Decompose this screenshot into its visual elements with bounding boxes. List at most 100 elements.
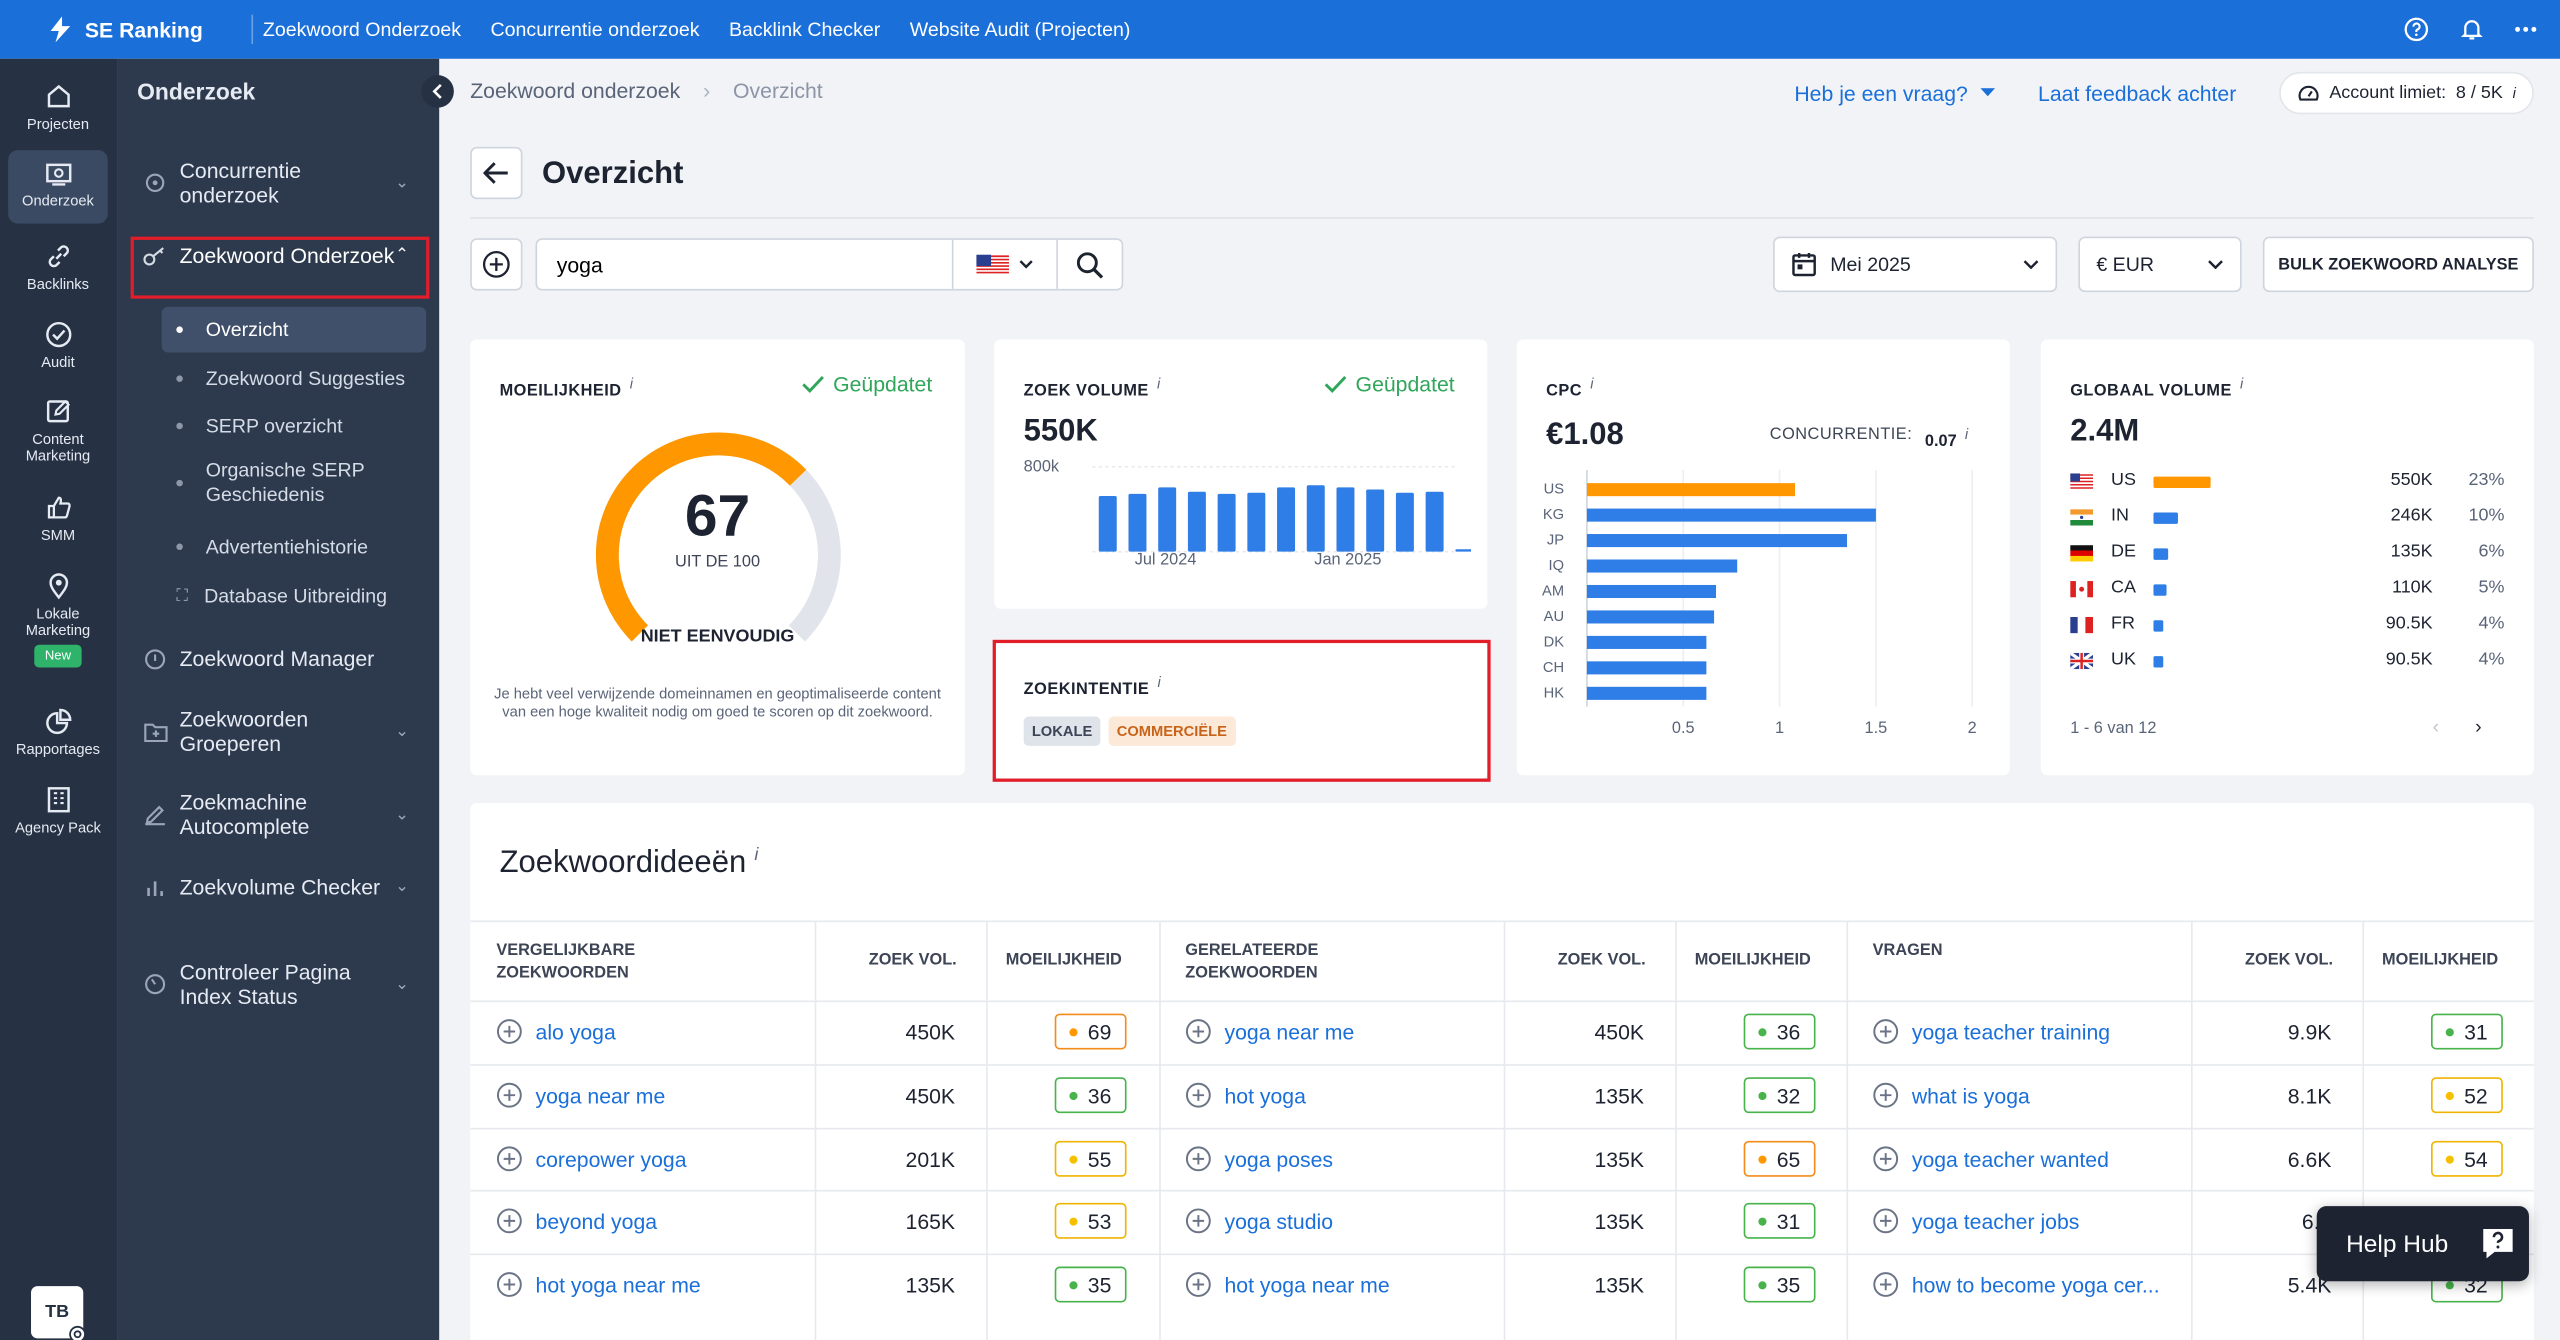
plus-circle-icon[interactable] bbox=[1185, 1018, 1211, 1044]
country-select[interactable] bbox=[951, 239, 1056, 289]
feedback-link[interactable]: Laat feedback achter bbox=[2038, 80, 2237, 106]
sidebar-item-zoekwoorden-groeperen[interactable]: Zoekwoorden Groeperen ⌄ bbox=[131, 707, 428, 756]
volume-bar[interactable] bbox=[1128, 493, 1147, 552]
plus-circle-icon[interactable] bbox=[1873, 1018, 1899, 1044]
cpc-bar[interactable] bbox=[1586, 584, 1717, 599]
rail-rapportages[interactable]: Rapportages bbox=[8, 707, 108, 766]
rail-backlinks[interactable]: Backlinks bbox=[8, 242, 108, 301]
brand-logo[interactable]: SE Ranking bbox=[0, 15, 251, 44]
info-icon[interactable]: i bbox=[1590, 375, 1595, 392]
more-icon[interactable] bbox=[2514, 26, 2537, 33]
rail-audit[interactable]: Audit bbox=[8, 320, 108, 379]
back-button[interactable] bbox=[470, 146, 523, 200]
help-hub-button[interactable]: Help Hub bbox=[2316, 1206, 2529, 1282]
sidebar-item-zoekwoord-manager[interactable]: Zoekwoord Manager bbox=[131, 646, 428, 671]
cpc-bar[interactable] bbox=[1586, 635, 1707, 649]
subnav-serp-overzicht[interactable]: SERP overzicht bbox=[162, 403, 426, 449]
keyword-link[interactable]: yoga studio bbox=[1185, 1208, 1333, 1234]
volume-bar[interactable] bbox=[1217, 493, 1236, 552]
plus-circle-icon[interactable] bbox=[1873, 1208, 1899, 1234]
keyword-link[interactable]: yoga teacher wanted bbox=[1873, 1146, 2109, 1172]
keyword-link[interactable]: yoga teacher training bbox=[1873, 1018, 2110, 1044]
cpc-bar[interactable] bbox=[1586, 661, 1707, 675]
volume-bar[interactable] bbox=[1455, 549, 1472, 552]
question-dropdown[interactable]: Heb je een vraag? bbox=[1794, 81, 1996, 105]
topnav-concurrentie-onderzoek[interactable]: Concurrentie onderzoek bbox=[490, 17, 700, 41]
rail-lokale-marketing[interactable]: Lokale Marketing New bbox=[8, 571, 108, 685]
keyword-link[interactable]: what is yoga bbox=[1873, 1082, 2030, 1108]
sidebar-item-concurrentie-onderzoek[interactable]: Concurrentie onderzoek ⌄ bbox=[131, 158, 428, 207]
subnav-advertentiehistorie[interactable]: Advertentiehistorie bbox=[162, 524, 426, 570]
volume-bar[interactable] bbox=[1306, 485, 1325, 552]
volume-bar[interactable] bbox=[1336, 487, 1355, 552]
volume-bar[interactable] bbox=[1425, 491, 1444, 552]
bell-icon[interactable] bbox=[2459, 16, 2485, 42]
info-icon[interactable]: i bbox=[2240, 375, 2244, 392]
user-avatar[interactable]: TB bbox=[31, 1286, 86, 1340]
date-select[interactable]: Mei 2025 bbox=[1773, 236, 2058, 293]
plus-circle-icon[interactable] bbox=[1185, 1146, 1211, 1172]
keyword-link[interactable]: yoga teacher jobs bbox=[1873, 1208, 2079, 1234]
sidebar-item-controleer-pagina-index-status[interactable]: Controleer Pagina Index Status ⌄ bbox=[131, 960, 428, 1009]
prev-page-icon[interactable]: ‹ bbox=[2432, 714, 2440, 738]
help-icon[interactable] bbox=[2403, 16, 2429, 42]
topnav-zoekwoord-onderzoek[interactable]: Zoekwoord Onderzoek bbox=[262, 17, 462, 41]
volume-bar[interactable] bbox=[1247, 492, 1266, 552]
subnav-database-uitbreiding[interactable]: ⛶ Database Uitbreiding bbox=[162, 573, 426, 619]
keyword-search-input[interactable] bbox=[537, 239, 952, 289]
keyword-link[interactable]: yoga near me bbox=[496, 1082, 665, 1108]
subnav-organische-serp-geschiedenis[interactable]: Organische SERP Geschiedenis bbox=[162, 450, 426, 515]
volume-bar[interactable] bbox=[1158, 487, 1177, 552]
rail-smm[interactable]: SMM bbox=[8, 493, 108, 552]
keyword-link[interactable]: how to become yoga cer... bbox=[1873, 1271, 2160, 1297]
plus-circle-icon[interactable] bbox=[1873, 1146, 1899, 1172]
plus-circle-icon[interactable] bbox=[496, 1018, 522, 1044]
rail-agency-pack[interactable]: Agency Pack bbox=[8, 785, 108, 863]
sidebar-item-zoekmachine-autocomplete[interactable]: Zoekmachine Autocomplete ⌄ bbox=[131, 790, 428, 839]
topnav-backlink-checker[interactable]: Backlink Checker bbox=[728, 17, 881, 41]
info-icon[interactable]: i bbox=[1157, 674, 1162, 691]
collapse-sidebar-button[interactable] bbox=[421, 75, 454, 108]
plus-circle-icon[interactable] bbox=[1873, 1271, 1899, 1297]
cpc-bar[interactable] bbox=[1586, 483, 1796, 497]
info-icon[interactable]: i bbox=[1156, 375, 1161, 392]
sidebar-item-zoekvolume-checker[interactable]: Zoekvolume Checker ⌄ bbox=[131, 875, 428, 899]
plus-circle-icon[interactable] bbox=[1185, 1271, 1211, 1297]
rail-projecten[interactable]: Projecten bbox=[8, 82, 108, 141]
volume-bar[interactable] bbox=[1366, 489, 1385, 552]
keyword-link[interactable]: beyond yoga bbox=[496, 1208, 657, 1234]
plus-circle-icon[interactable] bbox=[1185, 1208, 1211, 1234]
keyword-link[interactable]: hot yoga bbox=[1185, 1082, 1306, 1108]
volume-bar[interactable] bbox=[1277, 487, 1296, 552]
plus-circle-icon[interactable] bbox=[496, 1208, 522, 1234]
breadcrumb-parent[interactable]: Zoekwoord onderzoek bbox=[470, 78, 681, 103]
search-button[interactable] bbox=[1056, 239, 1121, 289]
volume-bar[interactable] bbox=[1395, 492, 1414, 552]
keyword-link[interactable]: corepower yoga bbox=[496, 1146, 687, 1172]
plus-circle-icon[interactable] bbox=[1185, 1082, 1211, 1108]
bulk-analysis-button[interactable]: BULK ZOEKWOORD ANALYSE bbox=[2262, 236, 2534, 293]
volume-bar[interactable] bbox=[1187, 491, 1206, 552]
plus-circle-icon[interactable] bbox=[496, 1271, 522, 1297]
cpc-bar[interactable] bbox=[1586, 559, 1738, 573]
keyword-link[interactable]: hot yoga near me bbox=[1185, 1271, 1390, 1297]
subnav-zoekwoord-suggesties[interactable]: Zoekwoord Suggesties bbox=[162, 356, 426, 402]
cpc-bar[interactable] bbox=[1586, 686, 1707, 700]
rail-content-marketing[interactable]: Content Marketing bbox=[8, 397, 108, 475]
plus-circle-icon[interactable] bbox=[496, 1146, 522, 1172]
sidebar-item-zoekwoord-onderzoek[interactable]: Zoekwoord Onderzoek ⌃ bbox=[131, 243, 428, 268]
plus-circle-icon[interactable] bbox=[1873, 1082, 1899, 1108]
cpc-bar[interactable] bbox=[1586, 534, 1848, 548]
currency-select[interactable]: € EUR bbox=[2078, 236, 2242, 293]
keyword-link[interactable]: yoga poses bbox=[1185, 1146, 1333, 1172]
keyword-link[interactable]: yoga near me bbox=[1185, 1018, 1354, 1044]
cpc-bar[interactable] bbox=[1586, 508, 1876, 522]
next-page-icon[interactable]: › bbox=[2475, 714, 2482, 738]
subnav-overzicht[interactable]: Overzicht bbox=[161, 306, 427, 353]
cpc-bar[interactable] bbox=[1586, 610, 1715, 624]
info-icon[interactable]: i bbox=[629, 375, 634, 392]
rail-onderzoek[interactable]: Onderzoek bbox=[8, 150, 108, 224]
topnav-website-audit[interactable]: Website Audit (Projecten) bbox=[909, 17, 1131, 41]
plus-circle-icon[interactable] bbox=[496, 1082, 522, 1108]
keyword-link[interactable]: hot yoga near me bbox=[496, 1271, 701, 1297]
